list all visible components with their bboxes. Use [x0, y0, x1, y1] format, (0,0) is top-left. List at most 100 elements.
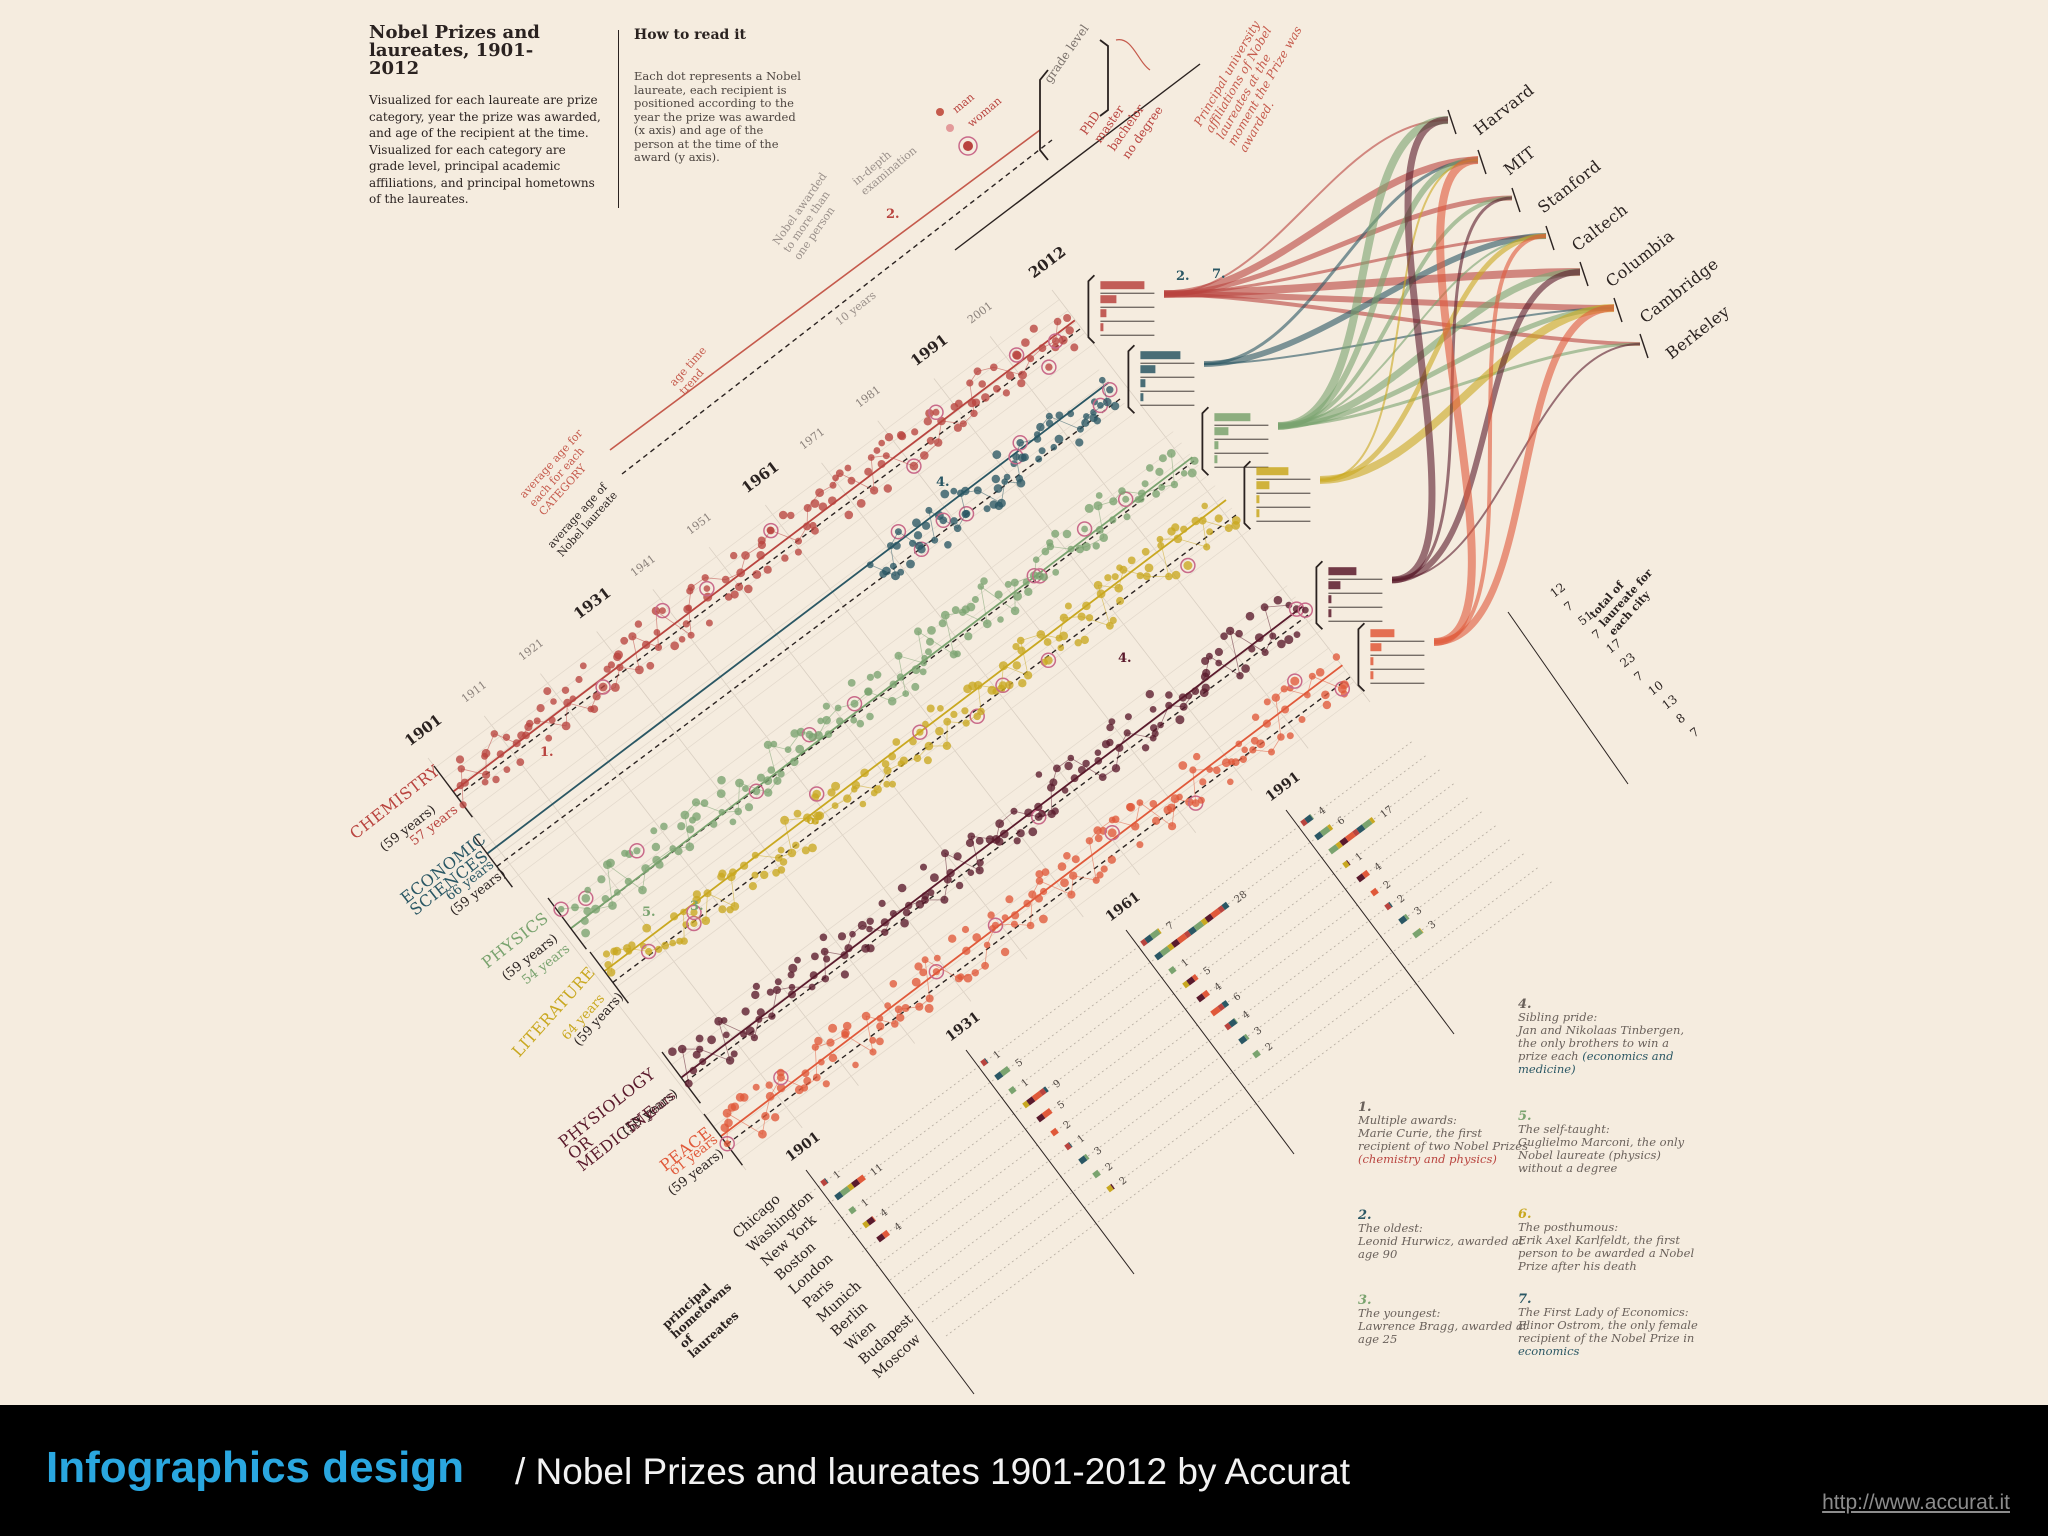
- note-3-num: 3.: [1358, 1293, 1372, 1308]
- hometown-bar-segment: [1352, 828, 1360, 837]
- laureate-dot: [1080, 635, 1090, 645]
- laureate-dot: [1064, 761, 1073, 771]
- laureate-dot: [938, 619, 947, 628]
- note-7: 7. The First Lady of Economics: Elinor O…: [1518, 1293, 1703, 1358]
- laureate-dot: [847, 679, 856, 687]
- laureate-dot: [844, 510, 854, 520]
- laureate-dot: [877, 460, 886, 468]
- hometown-bar-segment: [866, 1216, 876, 1226]
- laureate-dot: [729, 818, 737, 826]
- hometown-bar-segment: [1187, 926, 1197, 936]
- laureate-dot: [740, 1030, 748, 1038]
- band-guide-line: [434, 299, 1060, 768]
- laureate-dot: [1023, 899, 1031, 908]
- hometown-bar-segment: [1176, 933, 1188, 944]
- laureate-dot: [1176, 793, 1183, 801]
- footer-url-link[interactable]: http://www.accurat.it: [1822, 1491, 2010, 1514]
- legend-grade-bracket-right: [1099, 39, 1109, 117]
- note-5-num: 5.: [1518, 1109, 1532, 1124]
- note-4-extra: (economics and medicine): [1518, 1049, 1674, 1076]
- hometown-bar-segment: [1384, 902, 1392, 911]
- hometown-bar-segment: [1369, 816, 1376, 824]
- grade-bracket: [1127, 344, 1136, 414]
- note-4: 4. Sibling pride: Jan and Nikolaas Tinbe…: [1518, 998, 1693, 1076]
- laureate-dot: [1064, 602, 1072, 610]
- university-bar: [1477, 149, 1487, 175]
- laureate-dot: [940, 489, 950, 499]
- laureate-woman-ring: [553, 901, 569, 917]
- laureate-dot: [822, 702, 831, 710]
- laureate-dot: [801, 1069, 810, 1078]
- laureate-dot: [692, 1050, 701, 1059]
- laureate-dot: [994, 590, 1003, 599]
- laureate-dot: [817, 717, 824, 725]
- laureate-dot: [651, 842, 661, 852]
- laureate-woman-ring: [935, 512, 952, 529]
- laureate-dot: [889, 562, 897, 570]
- laureate-dot: [705, 619, 713, 627]
- city-guide-line: [889, 823, 1499, 1281]
- hometown-bar-segment: [1388, 901, 1393, 908]
- laureate-woman-ring: [1104, 825, 1120, 841]
- laureate-dot: [950, 517, 958, 525]
- laureate-dot: [1013, 591, 1022, 601]
- laureate-dot: [1040, 573, 1049, 581]
- laureate-dot: [1094, 749, 1102, 756]
- laureate-dot: [993, 385, 1001, 393]
- laureate-dot: [878, 899, 886, 908]
- laureate-dot: [581, 894, 591, 903]
- laureate-dot: [997, 616, 1004, 623]
- grade-bar: [1256, 481, 1270, 490]
- laureate-dot: [811, 952, 819, 961]
- note-1-head: Multiple awards:: [1358, 1113, 1457, 1127]
- laureate-dot: [1187, 468, 1197, 478]
- grade-bar: [1328, 581, 1341, 590]
- laureate-dot: [1054, 434, 1064, 444]
- laureate-dot: [1039, 914, 1048, 924]
- band-start-bracket: [661, 1051, 701, 1104]
- hometown-bar-segment: [1186, 976, 1196, 986]
- laureate-dot: [978, 380, 986, 388]
- laureate-dot: [650, 827, 658, 835]
- laureate-dot: [739, 1093, 749, 1102]
- laureate-dot: [866, 944, 875, 953]
- note-3-body: Lawrence Bragg, awarded at age 25: [1358, 1319, 1528, 1346]
- band-start-bracket: [703, 1113, 743, 1166]
- city-guide-line: [819, 753, 1429, 1211]
- note-6: 6. The posthumous: Erik Axel Karlfeldt, …: [1518, 1208, 1698, 1273]
- hometown-bar-segment: [1412, 928, 1423, 939]
- laureate-dot: [718, 869, 727, 878]
- laureate-dot: [1065, 326, 1074, 335]
- laureate-dot: [1018, 679, 1027, 688]
- band-guide-line: [599, 496, 1224, 966]
- laureate-dot: [536, 704, 545, 713]
- laureate-dot: [927, 889, 935, 897]
- hometown-bar-segment: [850, 1178, 861, 1188]
- laureate-dot: [1077, 766, 1086, 774]
- laureate-dot: [1141, 547, 1150, 556]
- laureate-dot: [924, 1003, 934, 1013]
- shared-prize-connector: [610, 520, 1229, 973]
- university-bar: [1447, 109, 1457, 135]
- laureate-dot: [1152, 490, 1160, 498]
- laureate-dot: [1071, 855, 1080, 864]
- laureate-woman-ring: [1012, 435, 1028, 451]
- grade-bracket: [1087, 274, 1096, 344]
- laureate-dot: [601, 895, 610, 903]
- footer-subtitle: / Nobel Prizes and laureates 1901-2012 b…: [515, 1451, 1351, 1492]
- laureate-dot: [930, 873, 939, 882]
- laureate-dot: [718, 905, 727, 914]
- chart-title: Nobel Prizes and laureates, 1901-2012: [369, 22, 540, 79]
- laureate-dot: [991, 474, 1000, 484]
- grade-bar: [1370, 671, 1374, 680]
- laureate-dot: [1057, 862, 1067, 871]
- laureate-dot: [703, 585, 711, 592]
- laureate-woman-ring: [686, 915, 702, 932]
- laureate-dot: [1175, 715, 1185, 725]
- grade-bar: [1140, 393, 1144, 402]
- hometown-bar-segment: [1039, 1088, 1047, 1096]
- laureate-dot: [1180, 525, 1188, 533]
- annotation-marker-6: 6.: [806, 813, 820, 828]
- laureate-dot: [828, 496, 837, 506]
- year-gridline: [821, 462, 1140, 876]
